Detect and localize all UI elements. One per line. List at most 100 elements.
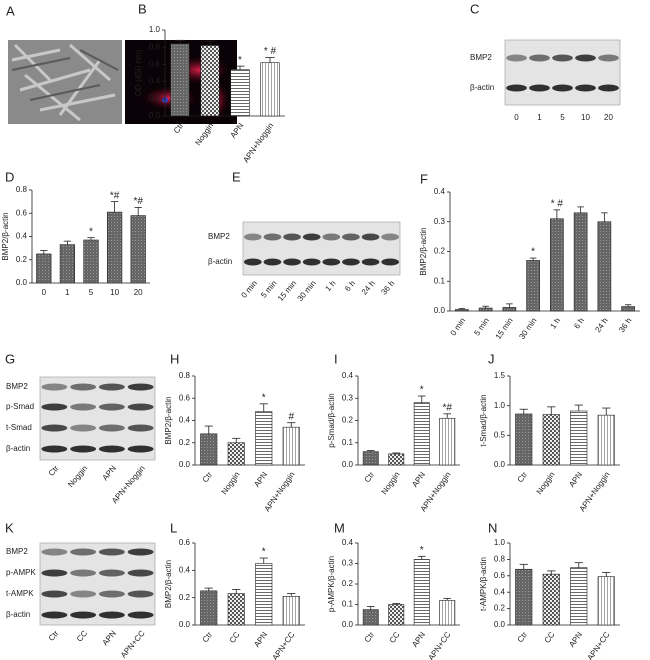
bar <box>106 211 123 284</box>
blot-lane-label: APN <box>101 464 119 483</box>
blot-lane-label: 15 min <box>276 279 298 303</box>
significance-mark: * <box>238 55 242 66</box>
x-tick-label: 20 <box>134 288 143 297</box>
bar <box>413 559 430 626</box>
blot-lane-label: 0 min <box>239 279 258 300</box>
blot-band <box>70 590 97 598</box>
y-tick-label: 0.1 <box>434 276 446 285</box>
x-tick-label: Ctr <box>201 630 215 644</box>
blot-frame <box>504 39 621 106</box>
bar <box>200 590 218 626</box>
significance-mark: *# <box>443 402 453 413</box>
blot-frame <box>242 221 401 276</box>
significance-mark: * # <box>551 198 564 209</box>
y-axis-label: BMP2/β-actin <box>419 227 428 275</box>
y-tick-label: 0.0 <box>16 278 28 287</box>
x-tick-label: 30 min <box>517 316 538 341</box>
bar <box>550 218 564 312</box>
bar <box>255 411 273 466</box>
y-tick-label: 0.2 <box>342 579 354 588</box>
x-tick-label: 1 <box>65 288 70 297</box>
error-bar <box>265 57 275 63</box>
y-tick-label: 0.0 <box>149 111 161 120</box>
blot-band <box>127 569 154 577</box>
y-tick-label: 0.1 <box>342 438 354 447</box>
error-bar <box>204 425 213 434</box>
blot-row-label: BMP2 <box>6 547 28 556</box>
bar <box>170 43 190 117</box>
y-tick-label: 0.2 <box>179 438 191 447</box>
x-tick-label: APN <box>567 630 584 649</box>
blot-band <box>302 233 321 241</box>
y-tick-label: 0.3 <box>434 217 446 226</box>
y-tick-label: 1.0 <box>494 401 506 410</box>
x-tick-label: Noggin <box>535 470 557 496</box>
x-tick-label: APN+CC <box>426 630 452 660</box>
blot-lane-label: APN <box>101 629 119 648</box>
bar <box>388 453 405 466</box>
significance-mark: * <box>531 247 535 258</box>
error-bar <box>482 305 489 309</box>
blot-band <box>575 84 596 92</box>
blot-band <box>70 383 97 391</box>
blot-band <box>529 54 550 62</box>
bar <box>36 253 52 284</box>
error-bar <box>443 413 452 419</box>
blot-band <box>98 383 125 391</box>
blot-band <box>127 590 154 598</box>
panel-letter: B <box>138 1 147 16</box>
panel-letter: L <box>170 520 177 535</box>
x-tick-label: Noggin <box>193 121 215 147</box>
blot-band <box>41 403 68 411</box>
blot-band <box>361 258 380 266</box>
error-bar <box>110 201 119 213</box>
bar <box>542 414 560 466</box>
x-tick-label: 5 min <box>472 316 491 337</box>
error-bar <box>392 452 401 454</box>
error-bar <box>205 40 215 46</box>
error-bar <box>519 563 528 570</box>
panel-letter: G <box>5 351 15 366</box>
blot-lane-label: Noggin <box>66 464 89 489</box>
y-tick-label: 0.2 <box>494 604 506 613</box>
y-axis-label: BMP2/β-actin <box>164 396 173 444</box>
blot-row-label: β-actin <box>6 444 30 453</box>
panel-letter: K <box>5 520 14 535</box>
significance-mark: *# <box>133 196 143 207</box>
blot-band <box>127 403 154 411</box>
bar <box>255 563 273 626</box>
blot-band <box>98 569 125 577</box>
error-bar <box>417 395 426 403</box>
blot-row-label: p-AMPK <box>6 568 36 577</box>
x-tick-label: APN+CC <box>585 630 611 660</box>
blot-band <box>98 424 125 432</box>
error-bar <box>574 404 583 412</box>
y-tick-label: 0.5 <box>494 430 506 439</box>
blot-frame <box>39 542 156 626</box>
panel-letter: J <box>488 351 495 366</box>
y-tick-label: 0.0 <box>179 460 191 469</box>
bar <box>515 568 533 626</box>
y-tick-label: 0.4 <box>342 371 354 380</box>
panel-letter: A <box>6 3 15 18</box>
blot-band <box>70 445 97 453</box>
x-tick-label: APN+CC <box>270 630 296 660</box>
blot-band <box>381 233 400 241</box>
blot-band <box>342 233 360 241</box>
y-tick-label: 0.2 <box>434 247 446 256</box>
y-tick-label: 0.8 <box>149 42 161 51</box>
x-tick-label: 36 h <box>617 316 633 334</box>
bar <box>83 239 99 284</box>
bar <box>388 604 405 626</box>
panel-letter: N <box>488 520 497 535</box>
error-bar <box>624 304 632 307</box>
bar <box>478 307 493 312</box>
blot-band <box>41 611 68 619</box>
blot-band <box>41 424 68 432</box>
significance-mark: * # <box>264 46 277 57</box>
error-bar <box>602 572 611 577</box>
error-bar <box>366 606 375 610</box>
y-axis-label: t-Smad/β-actin <box>479 394 488 446</box>
blot-band <box>98 611 125 619</box>
y-tick-label: 0.0 <box>342 620 354 629</box>
